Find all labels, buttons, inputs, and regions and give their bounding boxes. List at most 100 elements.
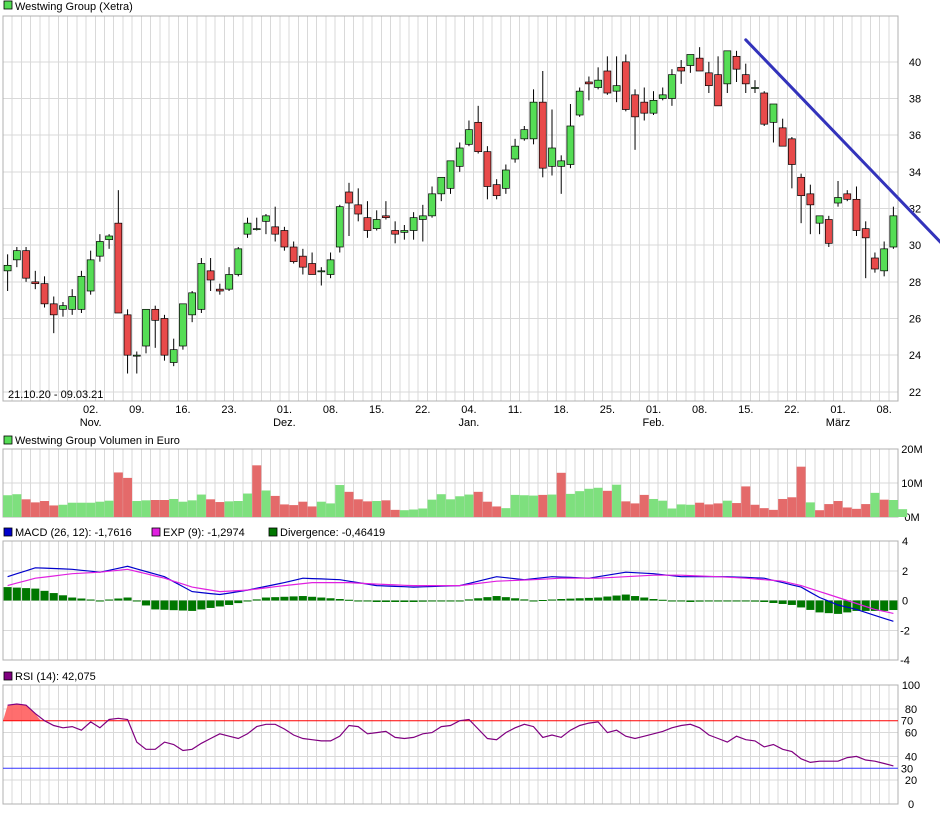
volume-bar bbox=[519, 495, 529, 517]
candle-body bbox=[49, 303, 58, 316]
volume-bar bbox=[501, 508, 511, 517]
divergence-bar bbox=[464, 599, 473, 601]
y-tick-label: 40 bbox=[905, 751, 917, 763]
volume-bar bbox=[667, 508, 677, 517]
rsi-overbought-fill bbox=[3, 704, 41, 721]
rsi-reference-label: 30 bbox=[901, 763, 913, 775]
candle-body bbox=[151, 308, 160, 321]
y-tick-label: 20M bbox=[901, 444, 922, 456]
candle-body bbox=[96, 241, 104, 257]
divergence-bar bbox=[880, 600, 889, 611]
divergence-bar bbox=[815, 600, 824, 613]
divergence-bar bbox=[584, 597, 593, 601]
volume-bar bbox=[888, 500, 898, 517]
divergence-bar bbox=[677, 600, 686, 602]
candle-body bbox=[363, 217, 372, 231]
divergence-bar bbox=[704, 600, 713, 602]
candle-body bbox=[179, 303, 187, 347]
y-tick-label: 40 bbox=[909, 57, 921, 69]
candle-body bbox=[806, 193, 815, 206]
volume-bar bbox=[399, 510, 409, 517]
volume-bar bbox=[529, 495, 539, 517]
volume-bar bbox=[455, 496, 465, 517]
divergence-bar bbox=[511, 598, 520, 601]
divergence-bar bbox=[723, 600, 732, 602]
volume-bar bbox=[722, 500, 732, 517]
divergence-bar bbox=[621, 594, 630, 601]
divergence-bar bbox=[105, 599, 114, 601]
legend-swatch-volume bbox=[3, 435, 13, 445]
candle-body bbox=[3, 264, 12, 272]
divergence-bar bbox=[206, 600, 215, 608]
divergence-bar bbox=[114, 598, 123, 601]
candle-body bbox=[289, 246, 298, 263]
candle-body bbox=[123, 314, 132, 356]
legend-swatch-exp bbox=[151, 527, 161, 537]
volume-bar bbox=[427, 499, 437, 517]
candle-body bbox=[797, 176, 805, 197]
volume-bar bbox=[215, 502, 225, 517]
volume-bar bbox=[418, 508, 428, 517]
divergence-bar bbox=[631, 596, 640, 601]
divergence-bar bbox=[178, 600, 187, 611]
legend-swatch-divergence bbox=[268, 527, 278, 537]
candle-body bbox=[815, 215, 824, 224]
candle-body bbox=[400, 230, 409, 233]
volume-bar bbox=[898, 509, 908, 517]
volume-bar bbox=[270, 495, 280, 517]
volume-bar bbox=[658, 500, 668, 517]
x-tick-label: 02. bbox=[83, 404, 98, 416]
x-tick-label: 23. bbox=[221, 404, 236, 416]
divergence-bar bbox=[557, 599, 566, 601]
candle-body bbox=[86, 259, 95, 292]
candle-body bbox=[206, 270, 215, 281]
chart-title: Westwing Group (Xetra) bbox=[15, 1, 133, 13]
candle-body bbox=[317, 270, 326, 273]
candle-body bbox=[741, 74, 750, 85]
x-tick-label: 22. bbox=[784, 404, 799, 416]
candle-body bbox=[492, 184, 501, 197]
divergence-bar bbox=[418, 600, 427, 602]
divergence-bar bbox=[750, 600, 759, 602]
volume-bar bbox=[815, 510, 825, 517]
divergence-bar bbox=[787, 600, 796, 605]
macd-line bbox=[7, 565, 894, 622]
x-tick-label: 08. bbox=[323, 404, 338, 416]
divergence-bar bbox=[446, 600, 455, 602]
volume-bar bbox=[252, 465, 262, 517]
candle-body bbox=[548, 147, 556, 167]
date-range-label: 21.10.20 - 09.03.21 bbox=[8, 389, 103, 401]
y-tick-label: 0M bbox=[904, 512, 919, 524]
candle-body bbox=[252, 228, 261, 231]
volume-bar bbox=[547, 494, 557, 517]
volume-bar bbox=[713, 503, 723, 517]
candle-body bbox=[502, 169, 510, 189]
volume-bar bbox=[492, 506, 502, 517]
divergence-bar bbox=[77, 598, 86, 601]
y-tick-label: 0 bbox=[902, 596, 908, 608]
y-tick-label: 34 bbox=[909, 167, 921, 179]
candle-body bbox=[160, 318, 169, 356]
candle-body bbox=[243, 222, 252, 235]
divergence-bar bbox=[400, 600, 409, 602]
x-tick-label: 25. bbox=[600, 404, 615, 416]
volume-bar bbox=[159, 500, 169, 517]
panel-frame bbox=[2, 540, 899, 661]
candle-body bbox=[760, 92, 769, 125]
candle-body bbox=[769, 103, 778, 123]
candle-body bbox=[889, 215, 898, 248]
volume-bar bbox=[30, 502, 40, 517]
volume-bar bbox=[335, 485, 345, 517]
divergence-bar bbox=[372, 600, 381, 602]
volume-bar bbox=[464, 494, 474, 517]
divergence-bar bbox=[575, 598, 584, 601]
candle-body bbox=[197, 263, 206, 310]
divergence-bar bbox=[612, 595, 621, 601]
divergence-bar bbox=[40, 590, 49, 601]
divergence-bar bbox=[22, 588, 31, 601]
volume-bar bbox=[289, 505, 299, 517]
candle-body bbox=[621, 61, 630, 110]
candle-body bbox=[40, 283, 49, 305]
candle-body bbox=[418, 215, 427, 220]
volume-bar bbox=[21, 499, 31, 517]
